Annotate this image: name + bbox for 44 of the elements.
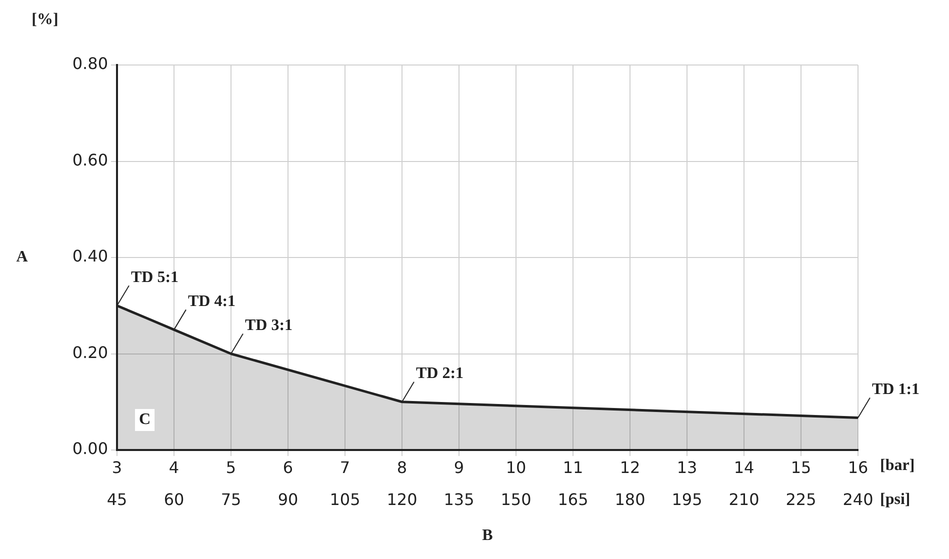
- x-axis-title: [bar]: [880, 457, 915, 474]
- x2-tick-label: 105: [330, 490, 360, 509]
- annotation: TD 5:1: [131, 268, 179, 286]
- x2-tick-label: 240: [842, 490, 874, 509]
- x2-tick-label: 75: [220, 490, 242, 509]
- x2-tick-label: 90: [278, 490, 298, 509]
- annotation: C: [139, 411, 151, 428]
- x2-tick-label: 120: [386, 490, 418, 509]
- x-tick-label: 7: [340, 458, 350, 477]
- y-tick-label: 0.80: [72, 54, 108, 74]
- x-tick-label: 8: [396, 458, 408, 477]
- annotation: TD 2:1: [416, 365, 464, 382]
- y-axis-title: [%]: [32, 11, 58, 28]
- x-tick-label: 11: [562, 458, 584, 477]
- x2-tick-label: 225: [786, 490, 816, 509]
- text: A: [16, 248, 28, 266]
- x-tick-label: 10: [506, 458, 526, 477]
- x-tick-label: 13: [676, 458, 698, 477]
- x2-tick-label: 45: [106, 490, 128, 509]
- x2-tick-label: 165: [558, 490, 588, 509]
- x-tick-label: 9: [454, 458, 464, 477]
- x-tick-label: 4: [168, 458, 180, 477]
- x-tick-label: 15: [790, 458, 812, 477]
- x2-tick-label: 135: [444, 490, 474, 509]
- y-tick-label: 0.40: [72, 246, 108, 266]
- x2-tick-label: 60: [164, 490, 184, 509]
- annotation: TD 1:1: [872, 380, 920, 398]
- text: B: [482, 527, 494, 544]
- x-tick-label: 16: [848, 458, 868, 477]
- x2-axis-title: [psi]: [880, 491, 910, 508]
- annotation: TD 4:1: [188, 292, 236, 310]
- y-tick-label: 0.60: [72, 150, 108, 170]
- x2-tick-label: 180: [614, 490, 646, 509]
- x2-tick-label: 150: [500, 490, 532, 509]
- x-tick-label: 14: [734, 458, 754, 477]
- x2-tick-label: 210: [728, 490, 760, 509]
- x-tick-label: 3: [112, 458, 122, 477]
- x2-tick-label: 195: [672, 490, 702, 509]
- annotation: TD 3:1: [245, 316, 293, 334]
- x-tick-label: 6: [282, 458, 294, 477]
- y-tick-label: 0.20: [72, 342, 108, 362]
- y-tick-label: 0.00: [72, 439, 108, 458]
- x-tick-label: 12: [620, 458, 640, 477]
- x-tick-label: 5: [226, 458, 236, 477]
